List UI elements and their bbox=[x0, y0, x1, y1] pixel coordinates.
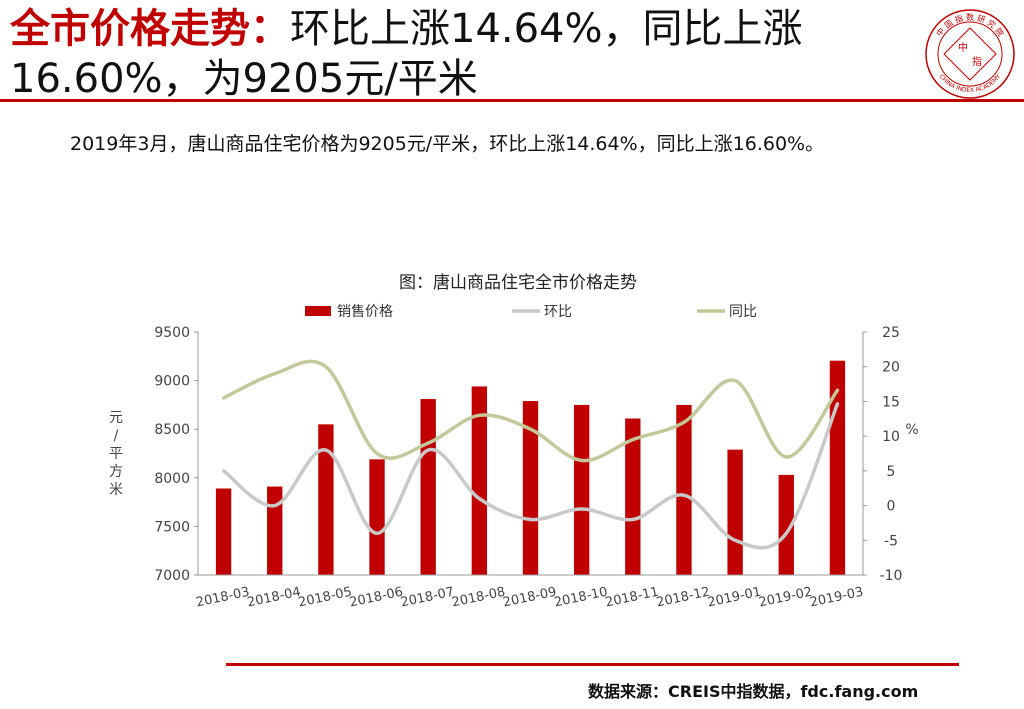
x-tick-label: 2018-06 bbox=[348, 585, 404, 611]
price-bar bbox=[727, 449, 743, 575]
logo-center-left: 中 bbox=[958, 41, 968, 54]
price-bar bbox=[267, 486, 283, 575]
right-tick-label: 10 bbox=[882, 429, 900, 445]
bar-series bbox=[215, 360, 846, 575]
price-bar bbox=[778, 474, 794, 575]
price-bar bbox=[420, 399, 436, 575]
left-tick-label: 7500 bbox=[154, 519, 190, 535]
title-divider bbox=[0, 99, 1024, 102]
summary-text: 2019年3月，唐山商品住宅价格为9205元/平米，环比上涨14.64%，同比上… bbox=[70, 133, 825, 155]
x-tick-label: 2019-01 bbox=[706, 585, 762, 611]
x-tick-label: 2018-03 bbox=[195, 585, 251, 611]
price-trend-chart: 图：唐山商品住宅全市价格走势 销售价格 环比 同比 7000 7500 8000 8500… bbox=[109, 272, 919, 611]
price-bar bbox=[215, 488, 232, 575]
price-bar bbox=[573, 404, 590, 575]
right-axis: -10 -5 0 5 10 15 20 25% bbox=[862, 325, 919, 584]
right-tick-label: 25 bbox=[882, 325, 900, 341]
x-tick-label: 2018-08 bbox=[450, 585, 506, 611]
price-bar bbox=[471, 386, 488, 575]
right-tick-label: 15 bbox=[882, 394, 900, 410]
x-tick-label: 2019-02 bbox=[757, 585, 813, 611]
logo-top-text: 中 国 指 数 研 究 院 bbox=[934, 12, 1006, 38]
left-tick-label: 7000 bbox=[154, 568, 190, 584]
legend-label: 同比 bbox=[729, 304, 757, 320]
left-axis: 7000 7500 8000 8500 9000 9500 元/平方米 bbox=[109, 325, 199, 584]
left-tick-label: 9500 bbox=[154, 325, 190, 341]
left-tick-label: 8500 bbox=[154, 422, 190, 438]
price-bar bbox=[676, 404, 692, 575]
page-title: 全市价格走势：环比上涨14.64%，同比上涨16.60%，为9205元/平米 bbox=[10, 4, 910, 104]
x-tick-label: 2018-10 bbox=[553, 585, 609, 611]
right-tick-label: 0 bbox=[887, 499, 896, 515]
logo-center-right: 指 bbox=[972, 55, 982, 68]
yoy-line bbox=[221, 359, 840, 463]
china-index-academy-logo: 中 国 指 数 研 究 院 CHINA INDEX ACADEMY 中 指 bbox=[925, 9, 1015, 99]
right-tick-label: -5 bbox=[884, 533, 898, 549]
footer-divider bbox=[226, 663, 959, 666]
left-tick-label: 9000 bbox=[154, 374, 190, 390]
price-bar bbox=[369, 459, 385, 575]
title-highlight: 全市价格走势： bbox=[10, 6, 290, 52]
price-bar bbox=[318, 424, 334, 575]
x-tick-label: 2018-11 bbox=[604, 585, 660, 611]
x-tick-label: 2018-07 bbox=[399, 585, 455, 611]
x-axis: 2018-032018-042018-052018-062018-072018-… bbox=[195, 574, 865, 611]
legend-label: 销售价格 bbox=[337, 304, 393, 320]
legend-swatch-bar bbox=[305, 306, 331, 316]
right-tick-label: 20 bbox=[882, 360, 900, 376]
mom-line bbox=[221, 402, 840, 550]
right-axis-label: % bbox=[905, 422, 918, 438]
x-tick-label: 2018-12 bbox=[655, 585, 711, 611]
chart-legend: 销售价格 环比 同比 bbox=[305, 304, 757, 320]
price-bar bbox=[522, 401, 539, 575]
left-tick-label: 8000 bbox=[154, 471, 190, 487]
legend-label: 环比 bbox=[544, 304, 572, 320]
chart-title: 图：唐山商品住宅全市价格走势 bbox=[399, 272, 637, 293]
source-note: 数据来源：CREIS中指数据，fdc.fang.com bbox=[588, 682, 919, 701]
price-bar bbox=[625, 418, 641, 575]
left-axis-label: 元/平方米 bbox=[109, 410, 123, 498]
title-rest: 环比上涨14.64%，同比上涨16.60%，为9205元/平米 bbox=[10, 6, 803, 102]
x-tick-label: 2018-09 bbox=[502, 585, 558, 611]
x-tick-label: 2018-05 bbox=[297, 585, 353, 611]
right-tick-label: -10 bbox=[880, 568, 903, 584]
x-tick-label: 2018-04 bbox=[246, 585, 302, 611]
line-series bbox=[221, 359, 840, 550]
right-tick-label: 5 bbox=[887, 464, 896, 480]
x-tick-label: 2019-03 bbox=[809, 585, 865, 611]
svg-text:中 国 指 数 研 究 院: 中 国 指 数 研 究 院 bbox=[934, 12, 1006, 38]
